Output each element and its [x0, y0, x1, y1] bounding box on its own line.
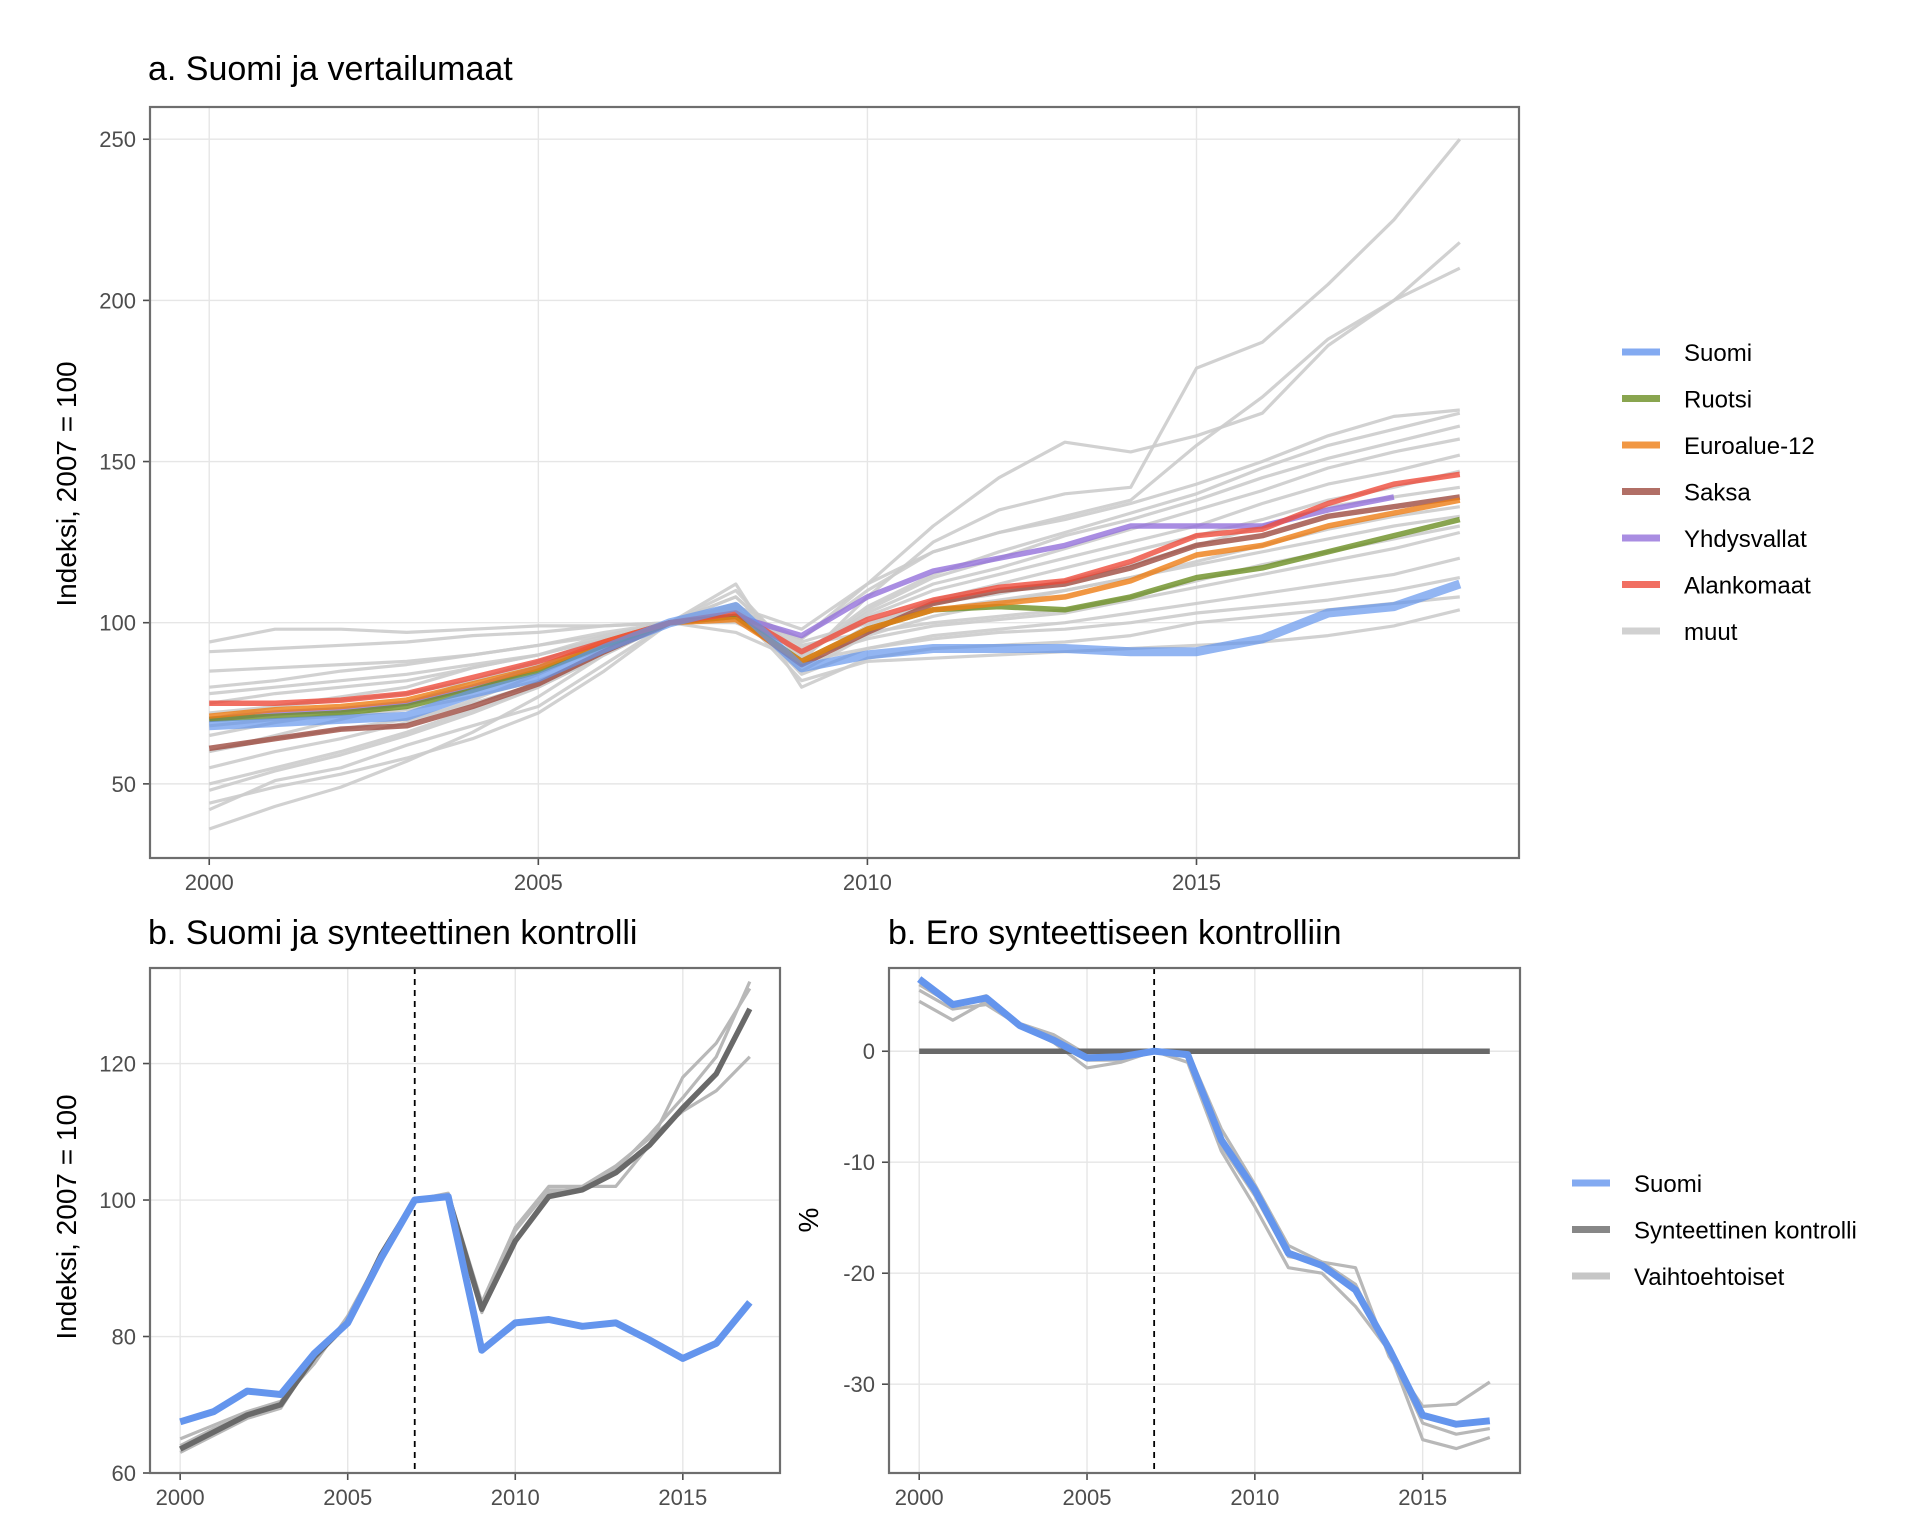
panel-a-series	[208, 138, 1462, 831]
series-line-saksa	[208, 494, 1461, 752]
series-line-euroalue-12	[208, 497, 1461, 719]
panel-a-x-tick-labels: 2000 2005 2010 2015	[185, 858, 1221, 895]
panel-b1-series	[178, 980, 753, 1454]
legend-label-alankomaat: Alankomaat	[1684, 573, 1811, 600]
legend-label-suomi: Suomi	[1634, 1171, 1702, 1198]
x-tick-label: 2005	[514, 870, 563, 895]
panel-b2-title: b. Ero synteettiseen kontrolliin	[888, 914, 1342, 952]
y-tick-label: -20	[843, 1261, 875, 1286]
series-line-muut	[209, 241, 1461, 654]
y-tick-label: 100	[99, 611, 136, 636]
series-line-yhdysvallat	[208, 494, 1395, 723]
series-line-suomi	[208, 579, 1462, 731]
series-line-muut	[209, 556, 1461, 696]
legend-label-ruotsi: Ruotsi	[1684, 387, 1752, 414]
x-tick-label: 2000	[895, 1485, 944, 1510]
panel-b2: b. Ero synteettiseen kontrolliin % -30 -2…	[793, 914, 1857, 1510]
legend-label-synteettinen-kontrolli: Synteettinen kontrolli	[1634, 1218, 1857, 1245]
x-tick-label: 2010	[1230, 1485, 1279, 1510]
x-tick-label: 2015	[1172, 870, 1221, 895]
panel-b2-legend: Suomi Synteettinen kontrolli Vaihtoehtoise…	[1572, 1171, 1857, 1291]
panel-b1-ylabel: Indeksi, 2007 = 100	[51, 1094, 82, 1339]
panel-a-frame	[148, 105, 1521, 860]
legend-label-yhdysvallat: Yhdysvallat	[1684, 526, 1807, 553]
y-tick-label: 50	[112, 772, 136, 797]
x-tick-label: 2015	[658, 1485, 707, 1510]
series-line-muut	[208, 266, 1461, 644]
y-tick-label: 150	[99, 450, 136, 475]
panel-b1-gridlines	[150, 968, 780, 1474]
panel-b1: b. Suomi ja synteettinen kontrolli Indek…	[51, 914, 782, 1510]
panel-b1-frame	[148, 966, 782, 1475]
legend-label-euroalue-12: Euroalue-12	[1684, 433, 1815, 460]
y-tick-label: 60	[112, 1461, 136, 1486]
panel-b1-title: b. Suomi ja synteettinen kontrolli	[148, 914, 637, 952]
series-line-synteettinen-kontrolli	[178, 1007, 753, 1452]
panel-b2-y-tick-labels: -30 -20 -10 0	[843, 1039, 889, 1397]
panel-b1-x-tick-labels: 2000 2005 2010 2015	[156, 1473, 707, 1510]
x-tick-label: 2015	[1398, 1485, 1447, 1510]
series-line-alankomaat	[209, 471, 1461, 707]
legend-label-saksa: Saksa	[1684, 480, 1751, 507]
panel-a: a. Suomi ja vertailumaat Indeksi, 2007 =…	[51, 50, 1815, 895]
y-tick-label: 0	[863, 1039, 875, 1064]
y-tick-label: 200	[99, 288, 136, 313]
legend-label-vaihtoehtoiset: Vaihtoehtoiset	[1634, 1264, 1785, 1291]
panel-b2-frame	[887, 966, 1522, 1475]
panel-a-title: a. Suomi ja vertailumaat	[148, 50, 513, 88]
x-tick-label: 2010	[491, 1485, 540, 1510]
legend-label-muut: muut	[1684, 619, 1738, 646]
y-tick-label: -10	[843, 1150, 875, 1175]
y-tick-label: 120	[99, 1052, 136, 1077]
panel-a-ylabel: Indeksi, 2007 = 100	[51, 361, 82, 606]
legend-label-suomi: Suomi	[1684, 340, 1752, 367]
panel-b2-x-tick-labels: 2000 2005 2010 2015	[895, 1473, 1447, 1510]
series-line-suomi	[917, 976, 1491, 1428]
panel-a-y-tick-labels: 50 100 150 200 250	[99, 127, 150, 797]
x-tick-label: 2010	[843, 870, 892, 895]
x-tick-label: 2005	[323, 1485, 372, 1510]
y-tick-label: 100	[99, 1188, 136, 1213]
panel-a-legend: Suomi Ruotsi Euroalue-12 Saksa Yhdysvallat Al…	[1622, 340, 1815, 646]
x-tick-label: 2000	[185, 870, 234, 895]
panel-b1-y-tick-labels: 60 80 100 120	[99, 1052, 150, 1486]
y-tick-label: 80	[112, 1325, 136, 1350]
panel-b2-ylabel: %	[793, 1208, 824, 1233]
x-tick-label: 2005	[1063, 1485, 1112, 1510]
panel-b2-series	[917, 976, 1491, 1451]
y-tick-label: 250	[99, 127, 136, 152]
x-tick-label: 2000	[156, 1485, 205, 1510]
y-tick-label: -30	[843, 1372, 875, 1397]
series-line-suomi	[179, 1193, 753, 1426]
